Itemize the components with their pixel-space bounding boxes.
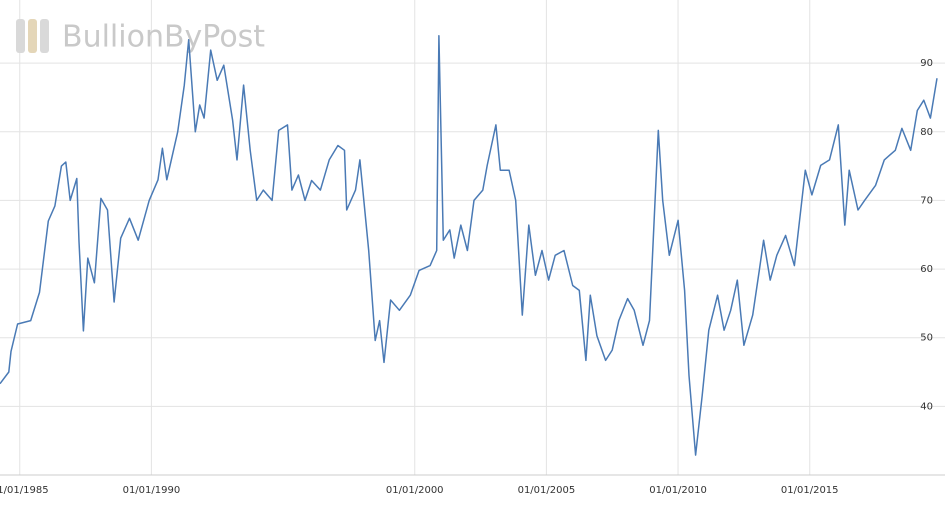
y-tick-label: 70 [920, 195, 933, 206]
y-tick-label: 50 [920, 333, 933, 344]
y-tick-label: 80 [920, 127, 933, 138]
y-tick-label: 90 [920, 58, 933, 69]
x-tick-label: 01/01/2015 [781, 485, 839, 496]
data-line [0, 34, 938, 456]
x-tick-label: 01/01/1985 [0, 485, 49, 496]
logo-text: BullionByPost [62, 20, 265, 55]
x-tick-label: 01/01/2005 [518, 485, 576, 496]
x-tick-label: 01/01/2000 [386, 485, 444, 496]
x-tick-label: 01/01/1990 [123, 485, 181, 496]
y-tick-label: 40 [920, 401, 933, 412]
x-tick-label: 01/01/2010 [649, 485, 707, 496]
y-tick-label: 60 [920, 264, 933, 275]
logo-icon [16, 19, 49, 53]
